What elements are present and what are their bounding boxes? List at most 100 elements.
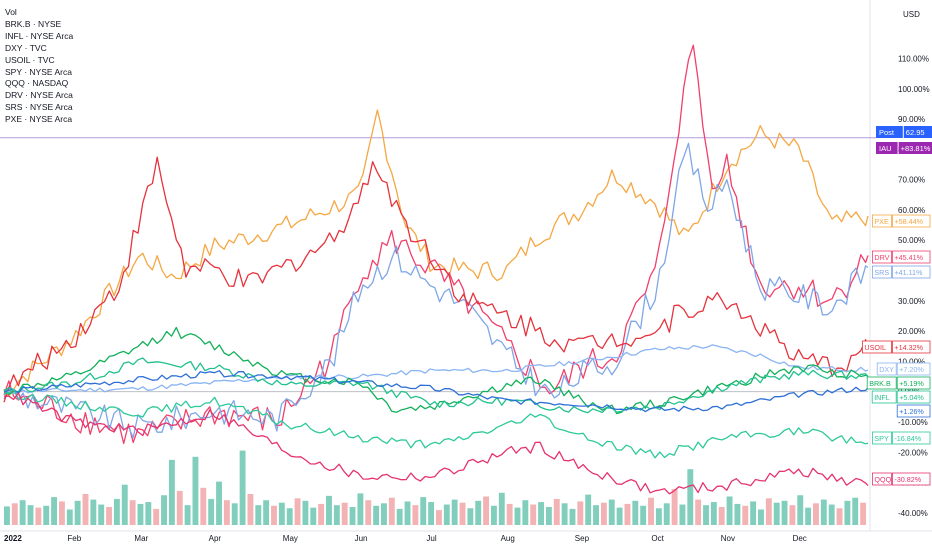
volume-bar <box>247 494 254 525</box>
volume-bar <box>585 494 592 525</box>
volume-bar <box>216 481 222 525</box>
legend-item-srs: SRS · NYSE Arca <box>5 102 73 113</box>
volume-bar <box>663 503 670 525</box>
legend-item-spy: SPY · NYSE Arca <box>5 66 72 77</box>
series-line-drv <box>3 44 869 445</box>
badge-name: IAU <box>879 144 892 153</box>
volume-bar <box>679 504 686 525</box>
y-tick-label: 10.00% <box>898 357 925 366</box>
volume-bar <box>655 508 662 525</box>
badge-value-bg <box>892 250 931 264</box>
badge-value-bg <box>903 126 932 138</box>
volume-bar <box>341 502 348 525</box>
series-line-srs <box>3 142 869 439</box>
y-tick-label: 60.00% <box>898 206 925 215</box>
volume-bar <box>373 505 380 525</box>
badge-value-bg <box>896 390 931 404</box>
volume-bar <box>624 503 631 525</box>
volume-bar <box>687 469 694 525</box>
volume-bar <box>113 498 120 525</box>
volume-bar <box>223 500 230 525</box>
volume-bar <box>522 500 529 525</box>
badge-name-bg <box>872 472 892 486</box>
volume-bar <box>443 504 450 525</box>
y-tick-label: -40.00% <box>898 509 928 518</box>
x-tick-label: 2022 <box>4 534 22 543</box>
y-tick-label: 30.00% <box>898 297 925 306</box>
badge-value: +5.04% <box>899 393 924 402</box>
volume-bar <box>208 498 215 525</box>
volume-bar <box>239 450 246 525</box>
series-line-qqq <box>4 392 869 495</box>
volume-bar <box>758 509 764 525</box>
badge-name-bg <box>876 126 903 138</box>
volume-bar <box>412 505 419 525</box>
badge-name: PXE <box>874 217 889 226</box>
badge-name: SRS <box>874 268 889 277</box>
volume-bar <box>703 505 709 525</box>
volume-bar <box>734 503 741 525</box>
volume-bar <box>577 501 584 525</box>
x-tick-label: Apr <box>209 534 222 543</box>
volume-bar <box>813 503 819 525</box>
legend-item-pxe: PXE · NYSE Arca <box>5 114 73 125</box>
volume-bar <box>640 505 647 525</box>
y-tick-label: 50.00% <box>898 236 925 245</box>
volume-bar <box>153 508 160 525</box>
x-tick-label: Jun <box>355 534 368 543</box>
volume-bar <box>51 497 58 525</box>
legend-item-drv: DRV · NYSE Arca <box>5 90 73 101</box>
badge-name: QQQ <box>874 475 891 484</box>
volume-bar <box>765 498 772 525</box>
badge-name-bg <box>876 142 898 154</box>
series-line-infl <box>3 357 869 414</box>
x-tick-label: May <box>283 534 298 543</box>
badge-name-bg <box>872 214 892 228</box>
legend-item-vol: Vol <box>5 7 17 17</box>
volume-bar <box>333 505 340 525</box>
volume-bar <box>137 503 144 525</box>
y-tick-label: 110.00% <box>898 54 929 63</box>
volume-bar <box>538 502 544 525</box>
volume-bar <box>860 502 867 525</box>
badge-value-bg <box>892 431 931 445</box>
volume-bar <box>490 505 497 525</box>
volume-bar <box>168 459 175 525</box>
volume-bar <box>396 508 403 525</box>
volume-bar <box>545 507 552 525</box>
badge-name-bg <box>862 340 892 354</box>
x-tick-label: Mar <box>134 534 148 543</box>
badge-name-bg <box>871 390 897 404</box>
volume-bar <box>388 497 395 525</box>
volume-bar <box>530 504 537 525</box>
volume-bar <box>11 503 18 525</box>
volume-bar <box>671 489 678 525</box>
series-line-pxe <box>3 109 869 397</box>
badge-value: +5.19% <box>899 379 924 388</box>
volume-bar <box>129 500 136 525</box>
volume-bar <box>106 507 112 525</box>
volume-bar <box>365 500 372 525</box>
x-tick-label: Dec <box>793 534 807 543</box>
volume-bar <box>43 505 50 525</box>
volume-bar <box>836 508 843 525</box>
badge-value: 62.95 <box>906 128 925 137</box>
badge-value-bg <box>892 340 931 354</box>
badge-value: -30.82% <box>894 475 921 484</box>
volume-bar <box>35 507 42 525</box>
series-line-usoil <box>3 156 869 403</box>
volume-bar <box>98 504 105 525</box>
badge-name: DRV <box>874 253 889 262</box>
volume-bar <box>294 498 301 525</box>
currency-label: USD <box>903 10 920 19</box>
series-line-spy <box>3 388 869 459</box>
volume-bar <box>451 499 458 525</box>
legend-item-dxy: DXY · TVC <box>5 42 47 53</box>
volume-bar <box>561 503 568 525</box>
volume-bar <box>231 503 238 525</box>
volume-bar <box>459 502 466 525</box>
volume-bar <box>66 509 73 525</box>
volume-bar <box>648 497 654 525</box>
volume-bar <box>805 507 812 525</box>
